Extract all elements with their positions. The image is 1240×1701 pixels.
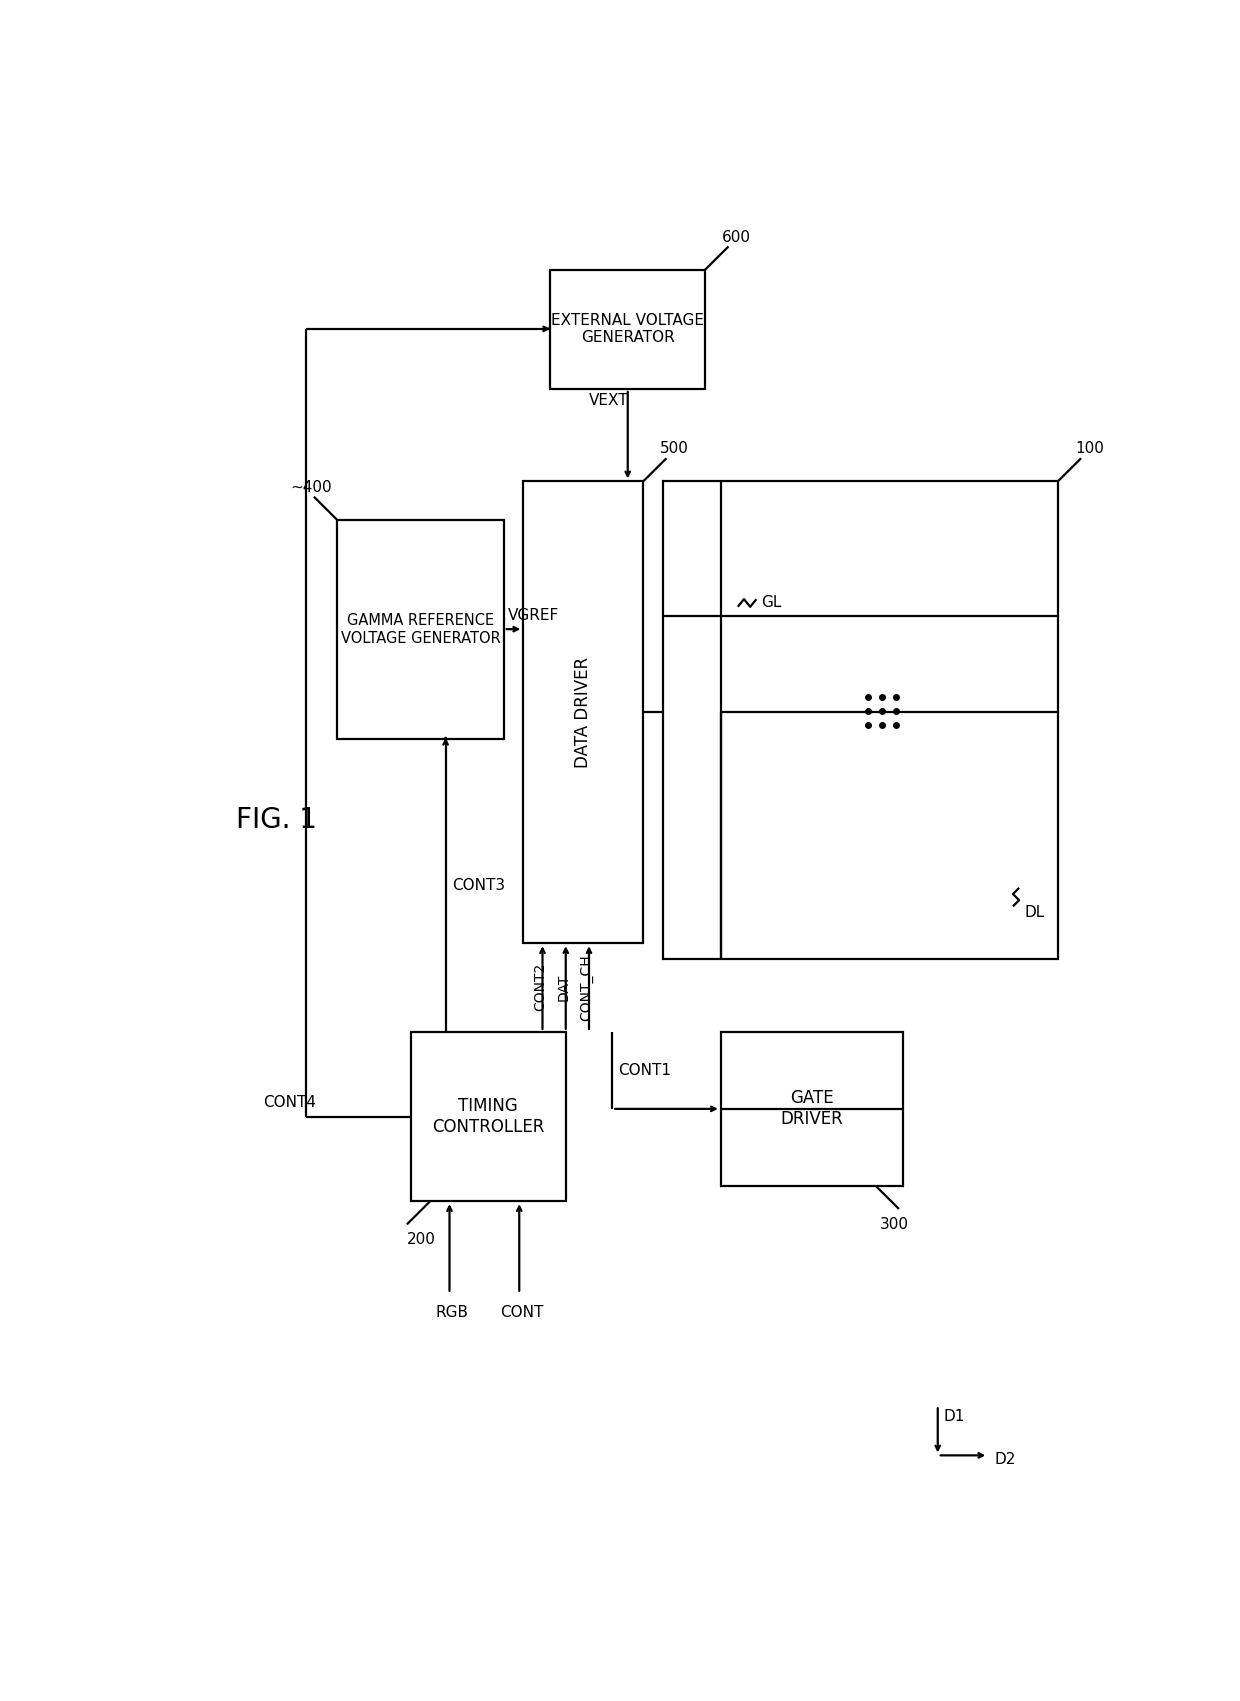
Text: 500: 500 — [660, 442, 689, 456]
Text: ~400: ~400 — [290, 480, 332, 495]
Text: CONT3: CONT3 — [451, 878, 505, 893]
Text: VGREF: VGREF — [507, 607, 559, 623]
Text: 300: 300 — [879, 1216, 909, 1232]
Bar — [410, 1033, 565, 1201]
Text: D2: D2 — [994, 1451, 1016, 1466]
Text: DATA DRIVER: DATA DRIVER — [574, 657, 593, 767]
Bar — [720, 1033, 903, 1186]
Text: CONT2: CONT2 — [533, 963, 547, 1012]
Text: 100: 100 — [1075, 442, 1104, 456]
Text: GL: GL — [761, 595, 781, 611]
Text: D1: D1 — [944, 1410, 965, 1424]
Text: 600: 600 — [722, 230, 751, 245]
Text: CONT_CH: CONT_CH — [580, 954, 594, 1021]
Bar — [551, 269, 706, 390]
Text: GAMMA REFERENCE
VOLTAGE GENERATOR: GAMMA REFERENCE VOLTAGE GENERATOR — [341, 614, 500, 646]
Text: FIG. 1: FIG. 1 — [237, 806, 317, 833]
Text: VEXT: VEXT — [589, 393, 629, 408]
Text: CONT4: CONT4 — [263, 1095, 316, 1111]
Bar — [662, 481, 1058, 959]
Bar — [337, 521, 503, 740]
Text: DL: DL — [1024, 905, 1045, 920]
Bar — [523, 481, 644, 944]
Text: RGB: RGB — [435, 1305, 469, 1320]
Text: DAT: DAT — [557, 973, 570, 1000]
Text: CONT: CONT — [500, 1305, 543, 1320]
Text: 200: 200 — [407, 1232, 435, 1247]
Text: GATE
DRIVER: GATE DRIVER — [780, 1089, 843, 1128]
Text: EXTERNAL VOLTAGE
GENERATOR: EXTERNAL VOLTAGE GENERATOR — [552, 313, 704, 345]
Text: CONT1: CONT1 — [619, 1063, 671, 1078]
Text: TIMING
CONTROLLER: TIMING CONTROLLER — [432, 1097, 544, 1136]
